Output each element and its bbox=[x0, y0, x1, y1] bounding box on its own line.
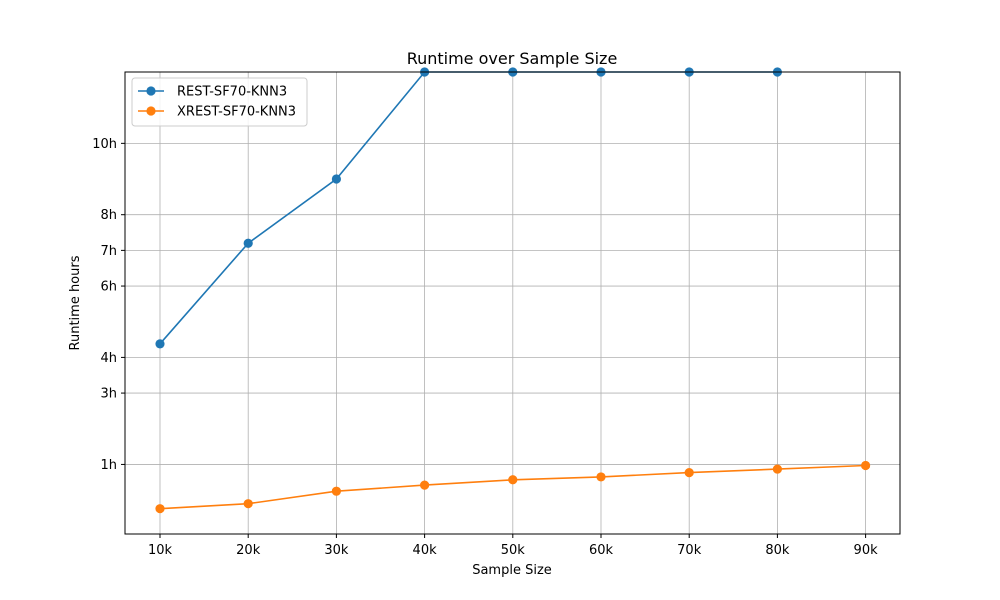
x-tick-label: 80k bbox=[765, 543, 790, 558]
data-point bbox=[331, 486, 341, 496]
y-tick-label: 4h bbox=[100, 351, 117, 366]
x-axis-label: Sample Size bbox=[472, 563, 552, 578]
y-tick-label: 6h bbox=[100, 280, 117, 295]
data-point bbox=[684, 468, 694, 478]
y-axis-label: Runtime hours bbox=[68, 255, 83, 350]
data-point bbox=[508, 475, 518, 485]
data-point bbox=[243, 238, 253, 248]
x-tick-label: 10k bbox=[148, 543, 173, 558]
grid-lines bbox=[125, 72, 900, 534]
data-point bbox=[331, 174, 341, 184]
x-tick-label: 40k bbox=[413, 543, 438, 558]
legend-box bbox=[131, 77, 308, 127]
x-tick-label: 30k bbox=[324, 543, 349, 558]
x-tick-label: 70k bbox=[677, 543, 702, 558]
x-axis-ticks: 10k 20k 30k 40k 50k 60k 70k 80k 90k bbox=[148, 534, 878, 558]
legend-item: XREST-SF70-KNN3 bbox=[138, 105, 296, 120]
y-tick-label: 8h bbox=[100, 208, 117, 223]
x-tick-label: 90k bbox=[854, 543, 879, 558]
data-point bbox=[772, 464, 783, 474]
legend-marker bbox=[146, 106, 156, 116]
legend-label: REST-SF70-KNN3 bbox=[177, 85, 287, 100]
legend-item: REST-SF70-KNN3 bbox=[138, 85, 287, 100]
x-tick-label: 60k bbox=[589, 543, 614, 558]
data-point bbox=[243, 499, 253, 509]
x-tick-label: 50k bbox=[501, 543, 526, 558]
data-point bbox=[155, 504, 165, 514]
y-axis-ticks: 1h 3h 4h 6h 7h 8h 10h bbox=[92, 137, 125, 473]
data-point bbox=[596, 472, 606, 482]
data-point bbox=[155, 339, 165, 349]
y-tick-label: 7h bbox=[100, 244, 117, 259]
legend-label: XREST-SF70-KNN3 bbox=[177, 105, 296, 120]
y-tick-label: 10h bbox=[92, 137, 117, 152]
y-tick-label: 3h bbox=[100, 387, 117, 402]
data-point bbox=[420, 480, 430, 490]
series-2 bbox=[155, 460, 871, 514]
chart-title: Runtime over Sample Size bbox=[407, 49, 618, 68]
legend-marker bbox=[146, 86, 156, 96]
legend: REST-SF70-KNN3 XREST-SF70-KNN3 bbox=[131, 77, 308, 127]
data-point bbox=[861, 460, 871, 471]
x-tick-label: 20k bbox=[236, 543, 261, 558]
y-tick-label: 1h bbox=[100, 458, 117, 473]
